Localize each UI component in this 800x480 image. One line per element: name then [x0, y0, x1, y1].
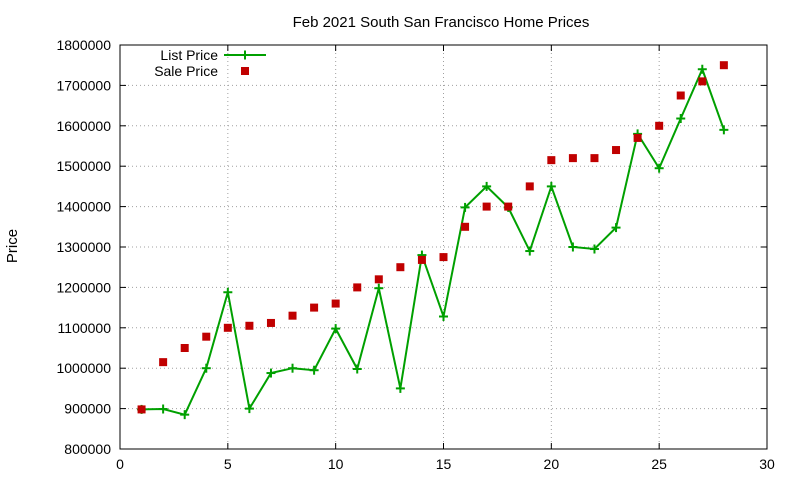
y-tick-label: 800000 — [64, 441, 111, 457]
x-tick-label: 20 — [544, 456, 560, 472]
list-price-point — [654, 163, 664, 173]
x-tick-label: 0 — [116, 456, 124, 472]
list-price-point — [525, 246, 535, 256]
list-price-point — [719, 125, 729, 135]
sale-price-point — [417, 255, 426, 264]
sale-price-point — [310, 303, 319, 312]
list-price-series — [137, 64, 729, 420]
list-price-point — [676, 114, 686, 124]
legend-label-sale-price: Sale Price — [154, 63, 218, 79]
sale-price-point — [180, 344, 189, 352]
sale-price-point — [137, 405, 146, 414]
sale-price-point — [159, 358, 168, 367]
sale-price-point — [676, 91, 685, 100]
chart-title: Feb 2021 South San Francisco Home Prices — [293, 14, 590, 31]
x-tick-label: 5 — [224, 456, 232, 472]
sale-price-point — [461, 222, 470, 231]
list-price-point — [439, 311, 448, 321]
list-price-point — [331, 324, 341, 334]
y-tick-label: 1400000 — [56, 199, 111, 215]
list-price-point — [568, 242, 578, 252]
sale-price-point — [331, 299, 340, 308]
sale-price-point — [504, 202, 513, 211]
list-price-point — [697, 64, 707, 74]
axes: 0 5 10 15 20 25 30 800000 900000 1000000 1100000 12… — [56, 37, 775, 472]
x-tick-label: 30 — [759, 456, 775, 472]
list-price-point — [223, 287, 233, 297]
list-price-point — [244, 404, 254, 414]
sale-price-point — [482, 202, 491, 211]
legend-marker-sale-price — [241, 67, 249, 75]
x-tick-label: 10 — [328, 456, 344, 472]
list-price-point — [201, 363, 211, 373]
sale-price-point — [223, 323, 232, 332]
y-tick-label: 1000000 — [56, 360, 111, 376]
sale-price-point — [353, 283, 362, 292]
sale-price-point — [374, 275, 383, 284]
list-price-point — [158, 404, 168, 414]
legend-marker-list-price — [240, 50, 250, 60]
sale-price-series — [137, 61, 728, 414]
sale-price-point — [612, 146, 621, 155]
sale-price-point — [633, 133, 642, 142]
list-price-point — [482, 181, 492, 191]
y-axis-label: Price — [4, 229, 21, 263]
list-price-point — [374, 283, 384, 293]
legend-label-list-price: List Price — [160, 47, 218, 63]
y-tick-label: 1600000 — [56, 118, 111, 134]
sale-price-point — [245, 321, 254, 330]
x-tick-label: 15 — [436, 456, 452, 472]
y-tick-label: 1700000 — [56, 77, 111, 93]
list-price-point — [395, 383, 405, 393]
sale-price-point — [202, 332, 211, 341]
list-price-point — [352, 364, 362, 374]
list-price-point — [589, 244, 599, 254]
list-price-point — [460, 202, 470, 212]
sale-price-point — [698, 77, 707, 86]
list-price-point — [546, 181, 556, 191]
sale-price-point — [288, 311, 297, 320]
x-tick-label: 25 — [651, 456, 667, 472]
y-tick-label: 1800000 — [56, 37, 111, 53]
y-tick-label: 1100000 — [58, 320, 112, 336]
sale-price-point — [396, 263, 405, 272]
list-price-point — [309, 365, 319, 375]
y-tick-label: 900000 — [64, 401, 111, 417]
y-tick-label: 1200000 — [56, 279, 111, 295]
sale-price-point — [525, 182, 534, 191]
y-tick-label: 1500000 — [56, 158, 111, 174]
sale-price-point — [266, 318, 275, 327]
series-layer — [137, 61, 729, 420]
sale-price-point — [655, 121, 664, 130]
sale-price-point — [590, 154, 599, 163]
list-price-point — [611, 223, 621, 233]
list-price-point — [266, 368, 276, 378]
sale-price-point — [547, 156, 556, 165]
list-price-point — [180, 410, 190, 420]
sale-price-point — [568, 154, 577, 163]
sale-price-point — [719, 61, 728, 70]
list-price-line — [141, 66, 725, 416]
sale-price-point — [439, 253, 448, 262]
list-price-point — [288, 363, 298, 373]
grid-lines — [120, 45, 767, 449]
y-tick-label: 1300000 — [56, 239, 111, 255]
